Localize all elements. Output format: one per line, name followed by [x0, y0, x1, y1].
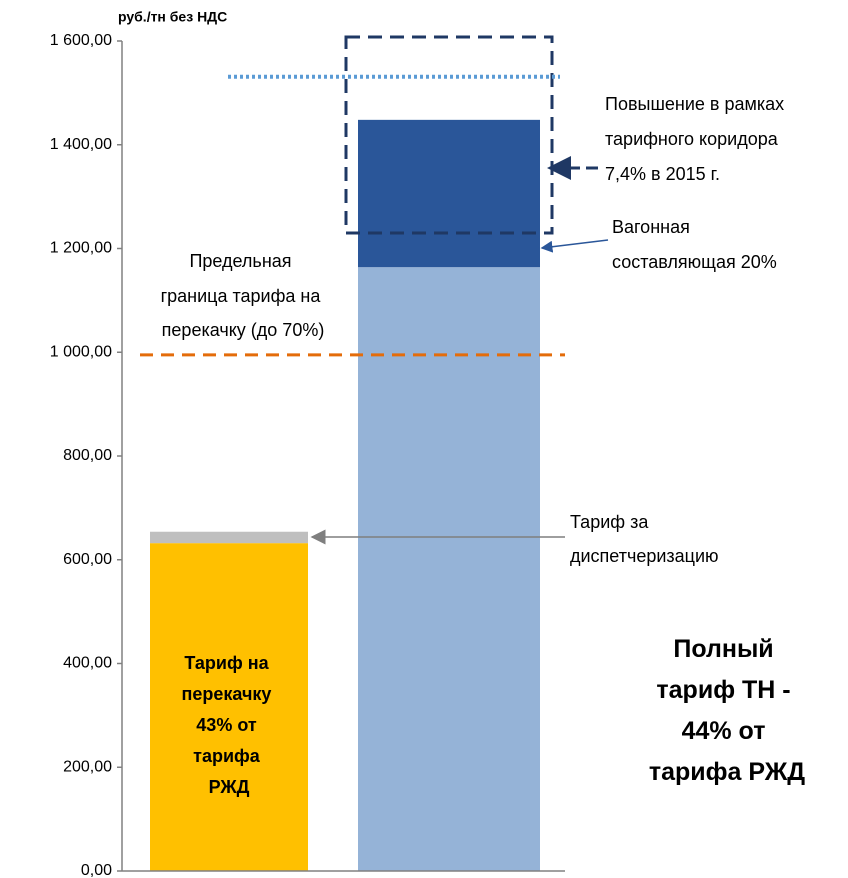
bar-segment [150, 531, 308, 544]
bars [150, 119, 540, 871]
y-tick-label: 800,00 [63, 447, 112, 464]
annotation: Полный тариф ТН - 44% от тарифа РЖД [649, 635, 805, 786]
bar-segment [150, 543, 308, 871]
bar-segment [358, 267, 540, 871]
bar-segment [358, 119, 540, 268]
y-tick-label: 0,00 [81, 862, 112, 878]
y-tick-label: 1 000,00 [50, 343, 112, 360]
y-tick-label: 600,00 [63, 551, 112, 568]
annotation: Предельная граница тарифа на перекачку (… [161, 251, 326, 340]
annotation: Вагонная составляющая 20% [612, 217, 777, 272]
y-axis-label: руб./тн без НДС [118, 9, 227, 25]
y-tick-label: 1 600,00 [50, 32, 112, 49]
highlight-box [344, 35, 554, 235]
y-tick-label: 400,00 [63, 655, 112, 672]
annotation: Повышение в рамках тарифного коридора 7,… [605, 94, 789, 184]
y-tick-label: 1 400,00 [50, 136, 112, 153]
arrow [540, 239, 609, 253]
y-tick-label: 1 200,00 [50, 240, 112, 257]
y-tick-label: 200,00 [63, 758, 112, 775]
bar-label: Тариф на перекачку 43% от тарифа РЖД [182, 653, 277, 797]
annotation: Тариф за диспетчеризацию [570, 512, 719, 566]
